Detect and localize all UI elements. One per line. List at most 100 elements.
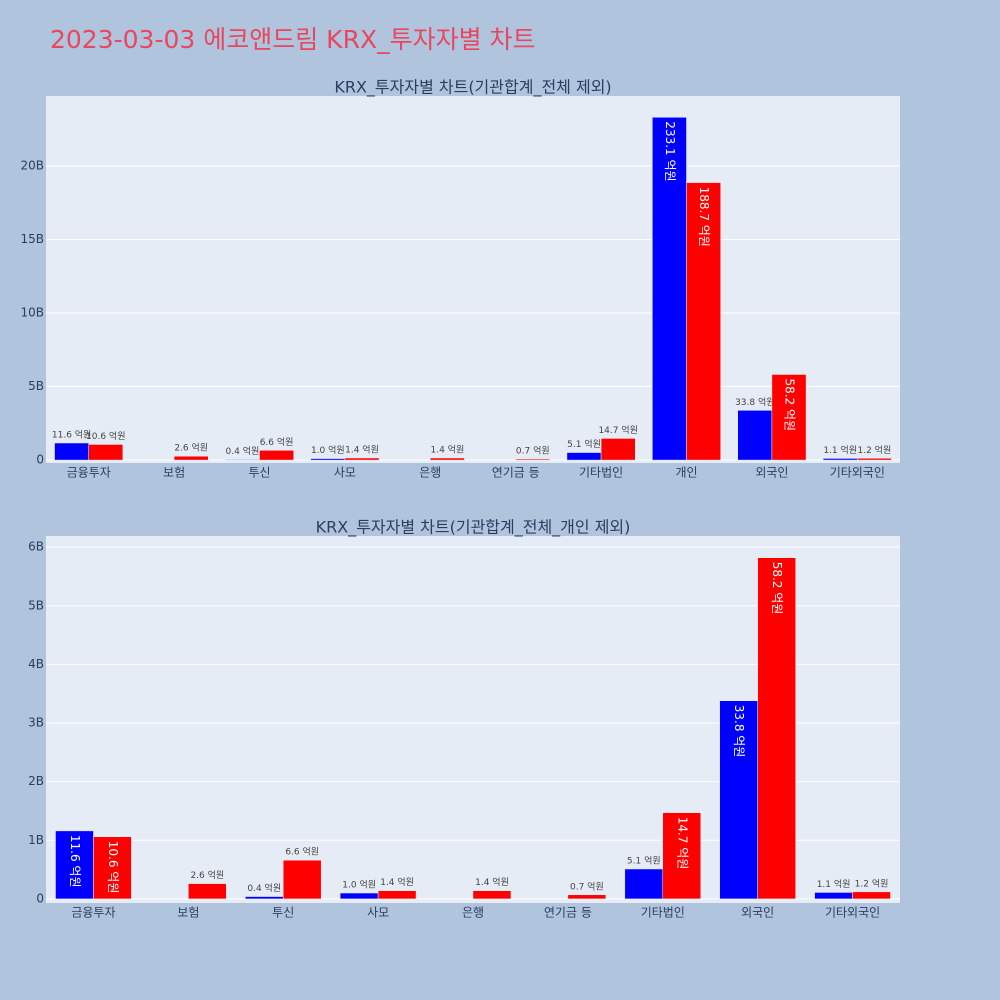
bar [600,438,636,461]
bar [344,457,380,461]
bar [737,410,773,461]
value-label: 14.7 억원 [675,817,689,870]
y-tick-label: 10B [20,306,44,320]
y-tick-label: 3B [28,716,44,730]
value-label: 6.6 억원 [260,436,294,448]
value-label: 1.4 억원 [475,876,509,888]
x-tick-label: 투신 [248,466,270,480]
bar [282,859,322,900]
bar [652,117,687,461]
bar [719,700,758,900]
y-tick-label: 2B [28,774,44,788]
x-tick-label: 보험 [163,466,185,480]
value-label: 2.6 억원 [174,442,208,454]
bar [259,450,294,461]
value-label: 1.4 억원 [345,444,379,456]
value-label: 1.2 억원 [855,877,889,889]
x-tick-label: 사모 [367,906,389,920]
bar [472,890,512,900]
value-label: 11.6 억원 [68,835,82,888]
bar [173,455,209,461]
chart-title: KRX_투자자별 차트(기관합계_전체 제외) [334,78,611,98]
x-tick-label: 투신 [272,906,294,920]
value-label: 5.1 억원 [567,438,601,450]
value-label: 1.0 억원 [342,879,376,891]
x-tick-label: 은행 [462,905,484,920]
x-tick-label: 기타외국인 [825,906,880,920]
bar [93,836,132,900]
x-tick-label: 기타외국인 [830,466,885,480]
y-tick-label: 15B [20,232,44,246]
value-label: 33.8 억원 [735,396,774,408]
x-tick-label: 은행 [419,465,441,480]
x-tick-label: 기타법인 [641,906,685,920]
bar [188,883,227,900]
x-tick-label: 보험 [177,906,199,920]
value-label: 1.4 억원 [380,876,414,888]
bar [377,890,417,900]
x-tick-label: 금융투자 [71,906,115,920]
chart-title: KRX_투자자별 차트(기관합계_전체_개인 제외) [316,518,631,538]
bar [852,891,891,900]
x-tick-label: 연기금 등 [544,906,592,920]
value-label: 0.7 억원 [570,880,604,892]
bar [757,557,796,900]
page-title: 2023-03-03 에코앤드림 KRX_투자자별 차트 [50,25,536,54]
value-label: 1.4 억원 [431,444,465,456]
value-label: 2.6 억원 [190,869,224,881]
bar [624,868,664,900]
bar [88,444,124,461]
value-label: 188.7 억원 [697,187,711,247]
bar [814,892,853,900]
bar [339,892,379,900]
value-label: 33.8 억원 [732,705,746,758]
y-tick-label: 20B [20,158,44,172]
bar [567,894,607,900]
value-label: 0.4 억원 [247,882,281,894]
value-label: 1.0 억원 [311,444,345,456]
y-tick-label: 1B [28,833,44,847]
bar [55,830,94,900]
value-label: 1.1 억원 [823,444,857,456]
bar [771,374,807,461]
value-label: 5.1 억원 [627,854,661,866]
y-tick-label: 6B [28,540,44,554]
plot-area [46,96,900,463]
bar [515,458,551,461]
x-tick-label: 사모 [334,466,356,480]
bar [225,459,260,461]
bar [54,442,89,461]
x-tick-label: 금융투자 [67,466,111,480]
bar [662,812,701,900]
bar [566,452,602,461]
x-tick-label: 개인 [675,466,697,480]
x-tick-label: 연기금 등 [492,466,540,480]
value-label: 14.7 억원 [598,424,637,436]
bar [310,458,346,461]
value-label: 1.1 억원 [817,878,851,890]
value-label: 58.2 억원 [770,562,784,615]
value-label: 0.7 억원 [516,445,550,457]
value-label: 1.2 억원 [858,444,892,456]
value-label: 58.2 억원 [782,378,796,431]
bar [686,182,721,461]
bar [857,458,892,461]
y-tick-label: 4B [28,657,44,671]
y-tick-label: 5B [28,598,44,612]
value-label: 6.6 억원 [285,846,319,858]
bar [430,457,465,461]
value-label: 233.1 억원 [663,121,677,181]
y-tick-label: 5B [28,379,44,393]
value-label: 10.6 억원 [106,841,120,894]
value-label: 0.4 억원 [226,445,260,457]
value-label: 10.6 억원 [86,430,125,442]
x-tick-label: 외국인 [755,466,788,480]
bar [822,458,858,461]
bar [245,896,284,900]
y-tick-label: 0 [36,891,44,905]
value-label: 11.6 억원 [52,429,91,441]
x-tick-label: 외국인 [741,906,774,920]
y-tick-label: 0 [36,453,44,467]
x-tick-label: 기타법인 [579,466,623,480]
